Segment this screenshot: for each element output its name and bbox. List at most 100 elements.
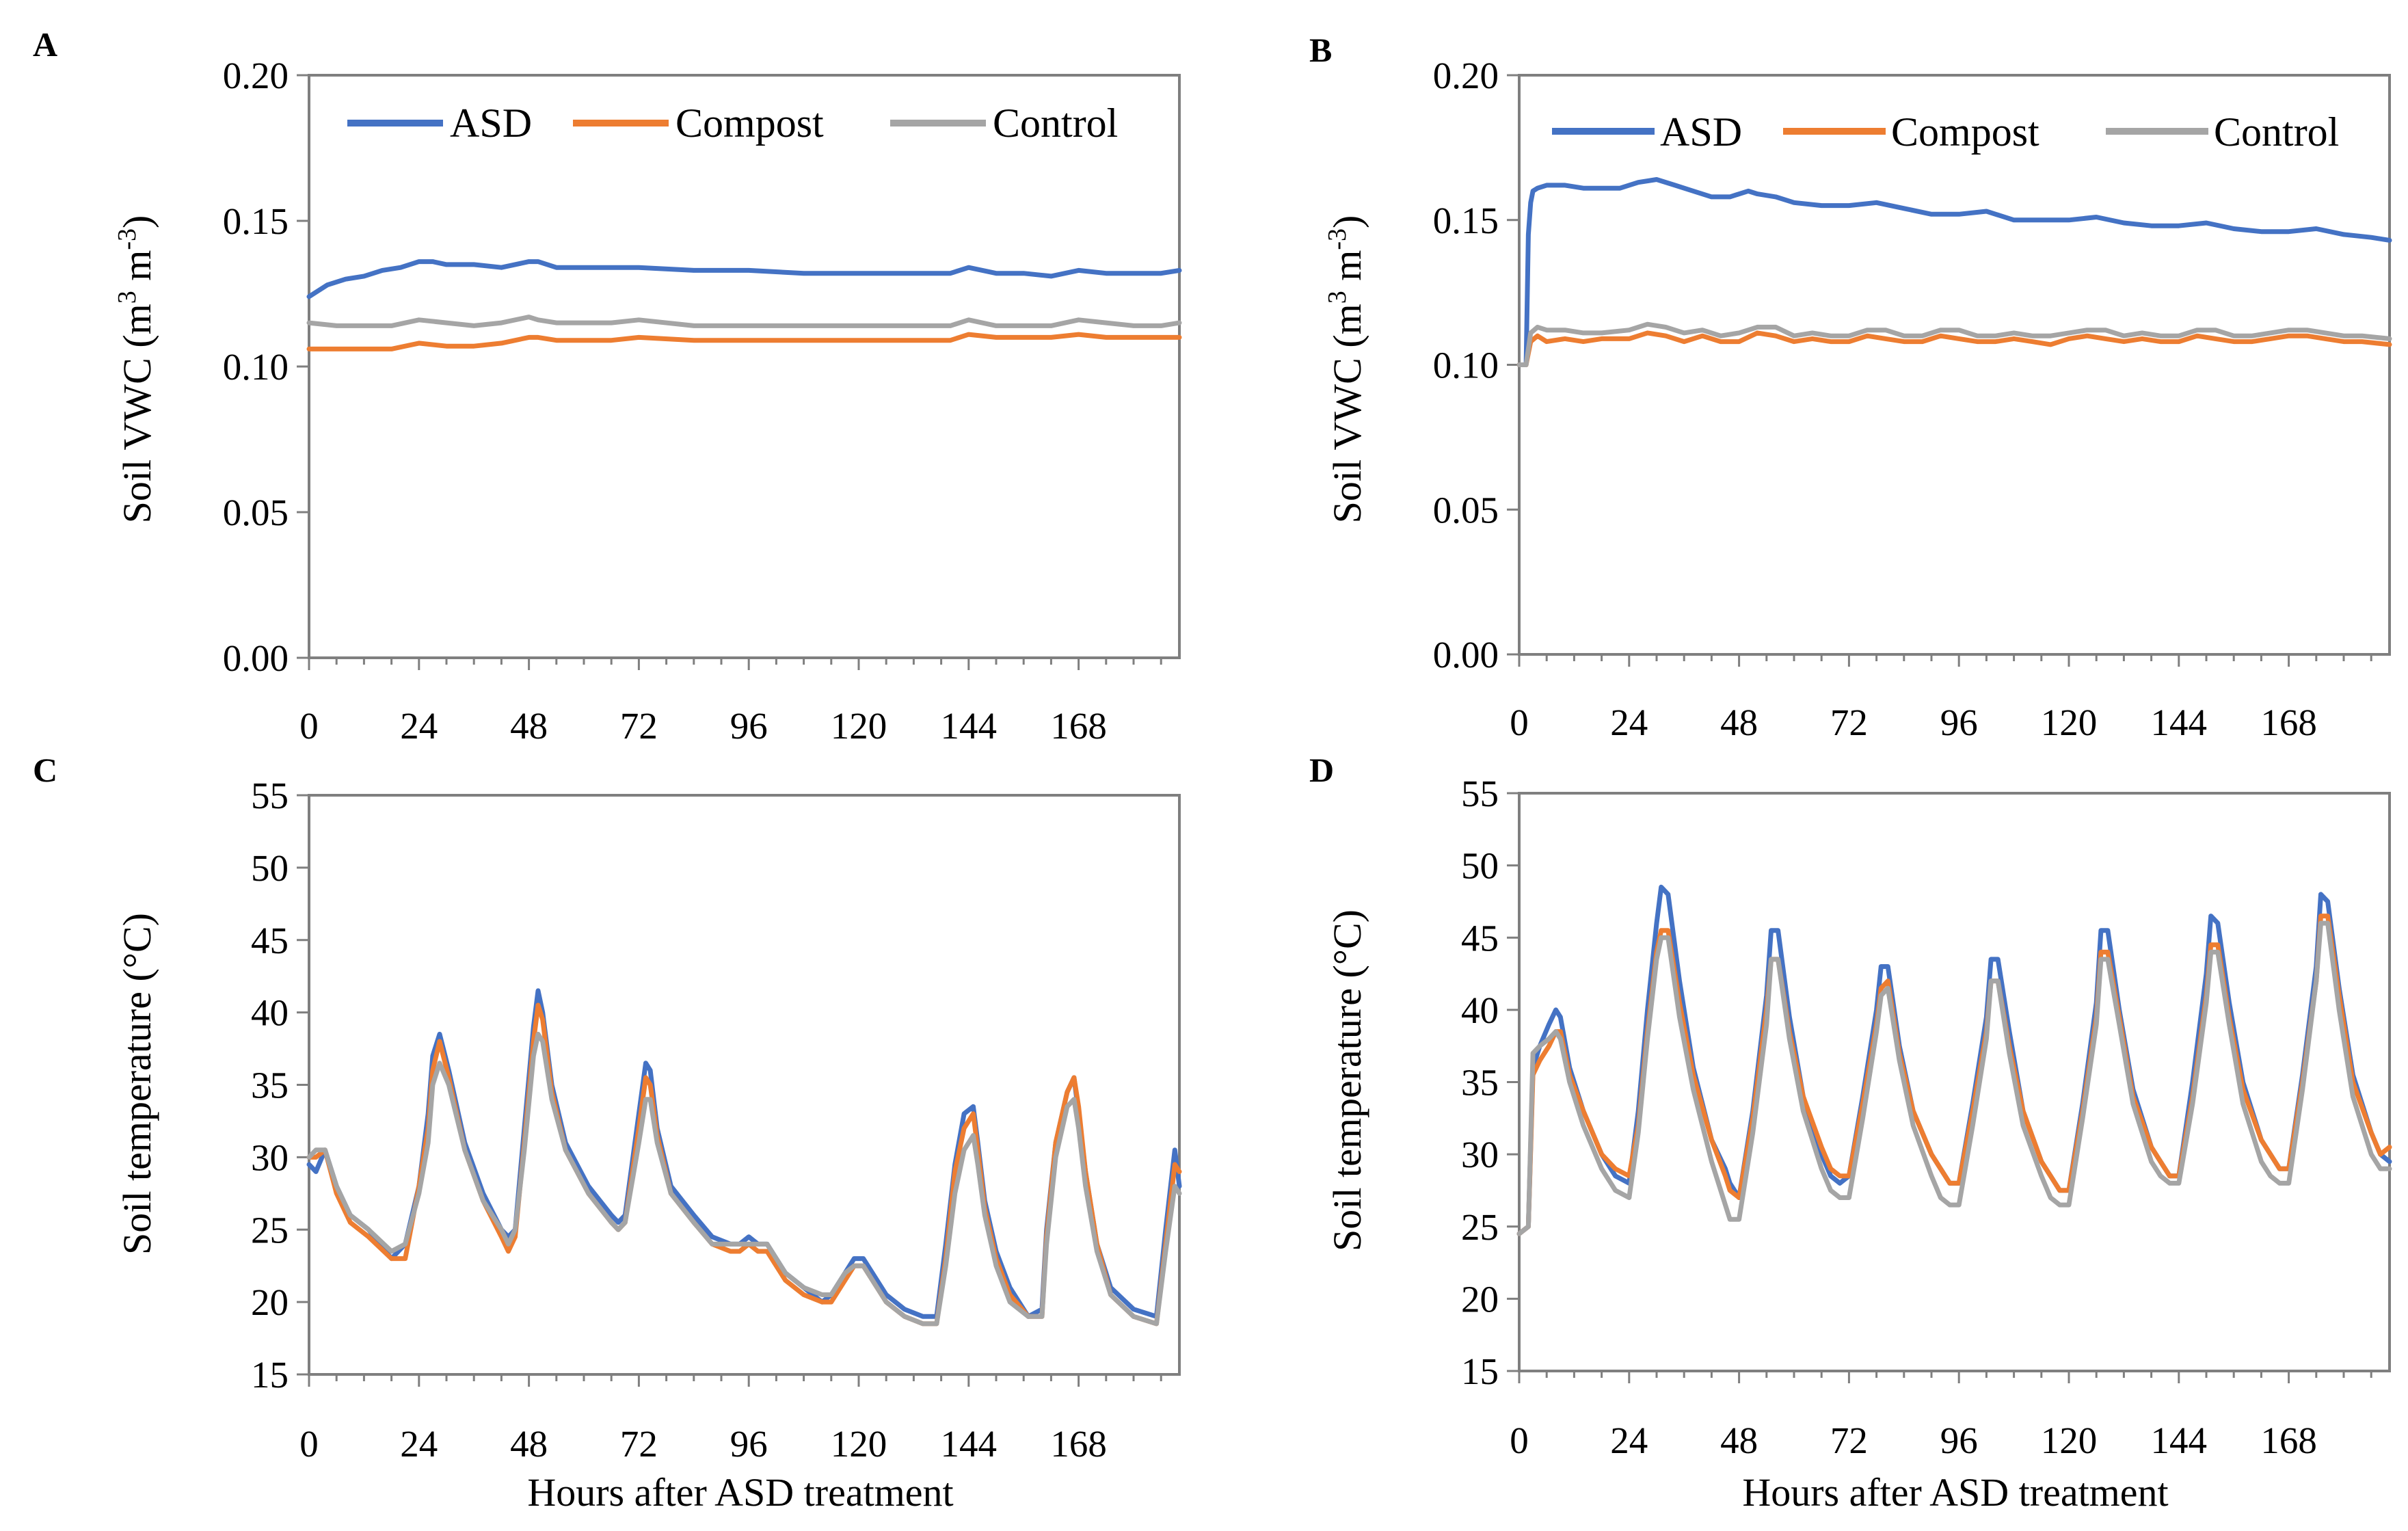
x-tick-label: 0 (299, 1423, 319, 1465)
panel-b-y-axis-title: Soil VWC (m3 m-3) (1323, 215, 1369, 524)
plot-frame (308, 74, 1181, 659)
x-tick-label: 24 (1610, 1420, 1648, 1461)
panel-letter-b: B (1309, 31, 1332, 69)
series-line-asd (1516, 177, 2392, 367)
y-tick-label: 0.00 (223, 637, 289, 679)
y-tick-label: 25 (251, 1209, 289, 1251)
panel-c-y-ticks: 15 20 25 30 35 40 45 50 55 (251, 775, 309, 1396)
x-tick-label: 0 (299, 705, 319, 747)
panel-a-legend: ASD Compost Control (347, 101, 1118, 146)
panel-a-y-ticks: 0.00 0.05 0.10 0.15 0.20 (223, 55, 309, 679)
y-tick-label: 0.10 (1433, 345, 1499, 386)
x-tick-label: 120 (2041, 1420, 2098, 1461)
x-tick-label: 24 (1610, 702, 1648, 743)
panel-b-legend: ASD Compost Control (1552, 109, 2339, 155)
x-tick-label: 168 (2260, 702, 2317, 743)
y-tick-label: 55 (251, 775, 289, 816)
x-tick-label: 120 (831, 705, 887, 747)
y-tick-label: 40 (251, 992, 289, 1034)
x-tick-label: 96 (730, 705, 768, 747)
y-tick-label: 35 (251, 1065, 289, 1106)
plot-frame (1518, 792, 2391, 1372)
x-tick-label: 72 (620, 705, 658, 747)
series-line-compost (1516, 330, 2392, 367)
panel-d-x-ticks: 0 24 48 72 96 120 144 168 (1510, 1371, 2372, 1461)
x-tick-label: 168 (2260, 1420, 2317, 1461)
x-tick-label: 48 (510, 1423, 548, 1465)
legend-label-compost: Compost (1891, 109, 2039, 155)
y-tick-label: 0.05 (1433, 489, 1499, 531)
y-tick-label: 35 (1461, 1062, 1499, 1104)
plot-frame (1518, 74, 2391, 656)
panel-c-series (306, 988, 1182, 1327)
y-tick-label: 20 (251, 1281, 289, 1323)
series-line-control (306, 315, 1182, 328)
panel-c-axes (308, 794, 1181, 1376)
x-tick-label: 72 (1830, 702, 1868, 743)
panel-c-y-axis-title: Soil temperature (°C) (115, 913, 159, 1255)
x-tick-label: 144 (941, 1423, 998, 1465)
x-tick-label: 96 (1940, 702, 1978, 743)
x-tick-label: 96 (730, 1423, 768, 1465)
panel-a: A 0.00 0.05 0.10 0.15 0.20 0 24 48 72 96 120 144 16… (33, 25, 1182, 747)
x-tick-label: 48 (1720, 1420, 1758, 1461)
x-tick-label: 120 (831, 1423, 887, 1465)
legend-label-asd: ASD (450, 101, 532, 146)
x-tick-label: 96 (1940, 1420, 1978, 1461)
y-tick-label: 30 (1461, 1134, 1499, 1175)
panel-d-y-axis-title: Soil temperature (°C) (1325, 909, 1369, 1251)
panel-b: B 0.00 0.05 0.10 0.15 0.20 0 24 48 72 96 120 144 16… (1309, 31, 2392, 743)
y-tick-label: 0.15 (1433, 200, 1499, 241)
y-tick-label: 0.00 (1433, 634, 1499, 676)
plot-frame (308, 794, 1181, 1376)
x-tick-label: 48 (1720, 702, 1758, 743)
panel-a-y-axis-title: Soil VWC (m3 m-3) (113, 215, 159, 524)
y-tick-label: 50 (251, 847, 289, 889)
panel-d-y-ticks: 15 20 25 30 35 40 45 50 55 (1461, 773, 1519, 1392)
y-tick-label: 0.15 (223, 200, 289, 242)
y-tick-label: 0.20 (223, 55, 289, 96)
panel-a-x-ticks: 0 24 48 72 96 120 144 168 (299, 658, 1162, 747)
y-tick-label: 0.05 (223, 492, 289, 533)
x-tick-label: 24 (400, 705, 438, 747)
y-tick-label: 50 (1461, 845, 1499, 887)
y-tick-label: 15 (251, 1354, 289, 1396)
x-tick-label: 0 (1510, 1420, 1529, 1461)
series-line-control (1516, 321, 2392, 367)
series-line-asd (306, 259, 1182, 299)
y-tick-label: 30 (251, 1136, 289, 1178)
x-tick-label: 48 (510, 705, 548, 747)
y-tick-label: 0.20 (1433, 55, 1499, 96)
legend-label-control: Control (993, 101, 1118, 146)
y-tick-label: 15 (1461, 1350, 1499, 1392)
x-tick-label: 144 (2151, 1420, 2208, 1461)
series-line-compost (1516, 914, 2392, 1236)
x-tick-label: 144 (941, 705, 998, 747)
panel-letter-c: C (33, 751, 57, 789)
x-tick-label: 120 (2041, 702, 2098, 743)
panel-d-x-axis-title: Hours after ASD treatment (1742, 1470, 2168, 1515)
series-line-compost (306, 1002, 1182, 1327)
panel-b-axes (1518, 74, 2391, 656)
x-tick-label: 72 (620, 1423, 658, 1465)
x-tick-label: 144 (2151, 702, 2208, 743)
series-line-control (306, 1031, 1182, 1327)
x-tick-label: 0 (1510, 702, 1529, 743)
x-tick-label: 72 (1830, 1420, 1868, 1461)
panel-b-series (1516, 177, 2392, 367)
legend-label-asd: ASD (1660, 109, 1742, 155)
y-tick-label: 55 (1461, 773, 1499, 814)
panel-a-series (306, 259, 1182, 351)
y-tick-label: 40 (1461, 989, 1499, 1031)
panel-letter-d: D (1309, 751, 1334, 789)
series-line-compost (306, 332, 1182, 351)
y-tick-label: 45 (251, 920, 289, 961)
y-tick-label: 45 (1461, 917, 1499, 959)
panel-b-x-ticks: 0 24 48 72 96 120 144 168 (1510, 654, 2372, 743)
panel-d-axes (1518, 792, 2391, 1372)
legend-label-control: Control (2214, 109, 2339, 155)
panel-d-series (1516, 884, 2392, 1236)
